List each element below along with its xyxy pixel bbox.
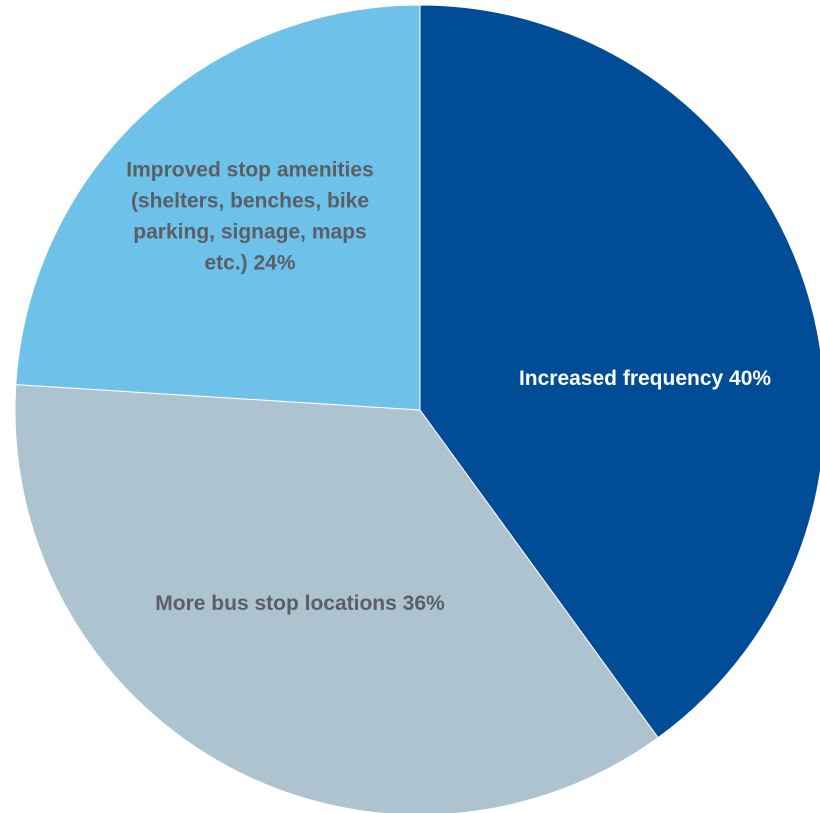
pie-labels: Increased frequency 40% More bus stop loc…	[126, 159, 771, 616]
pie-slice-label-2: Improved stop amenities (shelters, benche…	[126, 159, 373, 275]
pie-slices	[14, 4, 820, 813]
pie-slice-label-line: Increased frequency 40%	[519, 367, 771, 390]
pie-slice-2	[15, 4, 421, 411]
pie-slice-label-line: Improved stop amenities	[126, 159, 373, 182]
pie-slice-0	[419, 4, 820, 739]
pie-slice-label-line: (shelters, benches, bike	[131, 190, 369, 213]
pie-slice-label-line: parking, signage, maps	[133, 221, 366, 244]
pie-slice-label-0: Increased frequency 40%	[519, 367, 771, 390]
pie-slice-label-line: More bus stop locations 36%	[155, 592, 445, 615]
pie-slice-1	[14, 384, 659, 813]
pie-slice-label-1: More bus stop locations 36%	[155, 592, 445, 615]
pie-slice-label-line: etc.) 24%	[204, 252, 295, 275]
